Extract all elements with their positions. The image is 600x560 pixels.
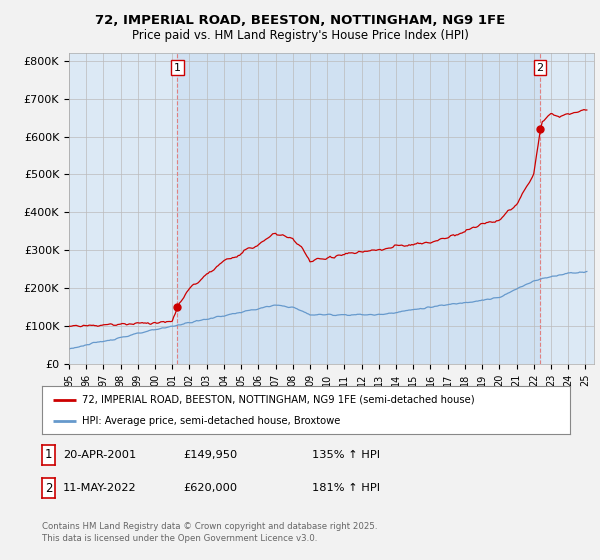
Text: 72, IMPERIAL ROAD, BEESTON, NOTTINGHAM, NG9 1FE: 72, IMPERIAL ROAD, BEESTON, NOTTINGHAM, … — [95, 14, 505, 27]
Text: 72, IMPERIAL ROAD, BEESTON, NOTTINGHAM, NG9 1FE (semi-detached house): 72, IMPERIAL ROAD, BEESTON, NOTTINGHAM, … — [82, 395, 474, 405]
Text: 181% ↑ HPI: 181% ↑ HPI — [312, 483, 380, 493]
Text: 20-APR-2001: 20-APR-2001 — [63, 450, 136, 460]
Text: 135% ↑ HPI: 135% ↑ HPI — [312, 450, 380, 460]
Bar — [178, 53, 540, 364]
Text: 2: 2 — [536, 63, 544, 73]
Text: 2: 2 — [45, 482, 52, 495]
Text: HPI: Average price, semi-detached house, Broxtowe: HPI: Average price, semi-detached house,… — [82, 416, 340, 426]
Text: Price paid vs. HM Land Registry's House Price Index (HPI): Price paid vs. HM Land Registry's House … — [131, 29, 469, 42]
Text: 1: 1 — [174, 63, 181, 73]
Text: £149,950: £149,950 — [183, 450, 237, 460]
Text: 11-MAY-2022: 11-MAY-2022 — [63, 483, 137, 493]
Text: £620,000: £620,000 — [183, 483, 237, 493]
Text: Contains HM Land Registry data © Crown copyright and database right 2025.
This d: Contains HM Land Registry data © Crown c… — [42, 522, 377, 543]
Text: 1: 1 — [45, 448, 52, 461]
